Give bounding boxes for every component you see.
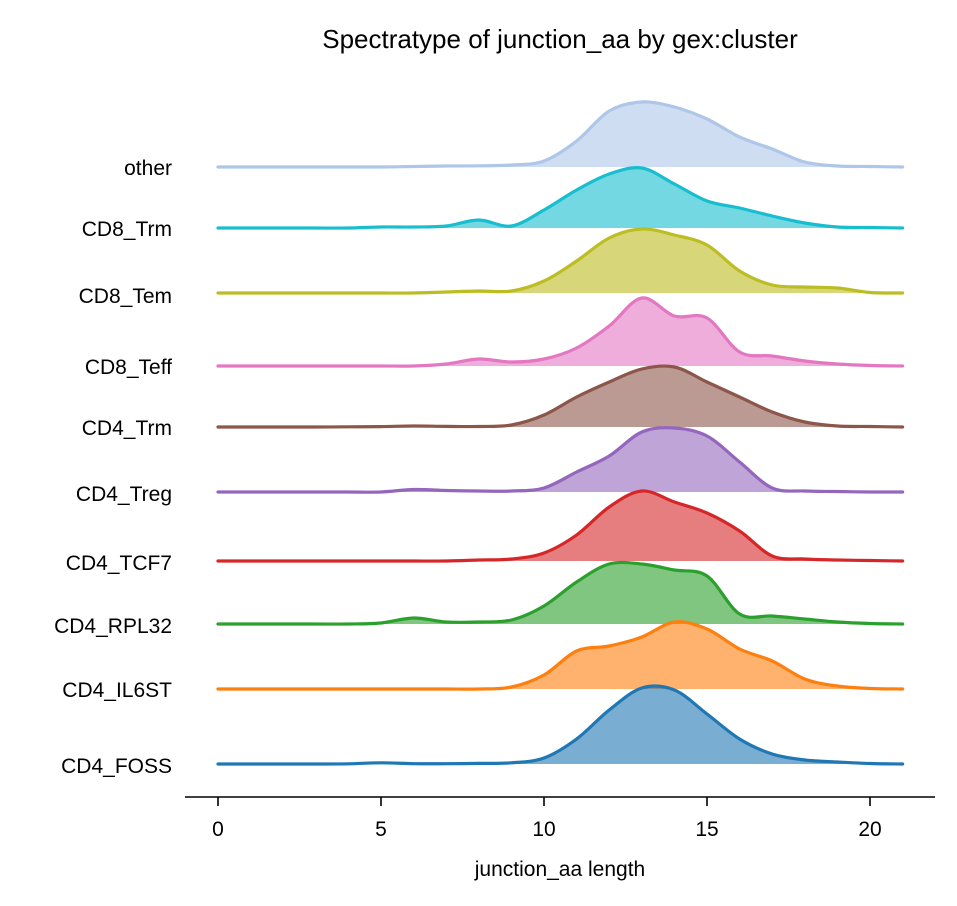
y-category-labels: other CD8_Trm CD8_Tem CD8_Teff CD4_Trm CD4_Tr… [54,157,172,778]
ridge-line-cd4-rpl32 [216,560,905,626]
y-label-cd4-il6st: CD4_IL6ST [62,679,172,702]
ridge-line-cd4-tcf7 [216,489,905,563]
y-label-cd4-rpl32: CD4_RPL32 [54,615,172,638]
ridge-cd8-trm [216,166,905,230]
ridge-cd4-foss [216,684,905,766]
ridge-area-cd4-rpl32 [218,562,903,625]
x-axis-ticks: 0 5 10 15 20 [212,797,882,841]
ridge-line-cd4-treg [216,426,905,494]
y-label-cd4-trm: CD4_Trm [82,417,172,440]
ridges [216,100,905,766]
ridge-line-cd4-il6st [216,620,905,691]
ridge-area-cd4-trm [218,365,903,428]
ridge-line-cd8-trm [216,166,905,230]
ridge-line-cd8-tem [216,227,905,295]
ridge-area-cd4-foss [218,686,903,765]
ridge-area-cd4-treg [218,427,903,493]
ridge-area-cd8-trm [218,167,903,229]
ridge-line-cd8-teff [216,296,905,368]
ridge-cd4-tcf7 [216,489,905,563]
y-label-cd8-tem: CD8_Tem [79,285,172,308]
x-tick-label-10: 10 [532,818,555,841]
x-tick-label-5: 5 [375,818,387,841]
ridge-line-other [216,100,905,169]
chart-title: Spectratype of junction_aa by gex:cluste… [322,24,798,54]
ridge-area-cd4-il6st [218,621,903,690]
ridge-cd8-teff [216,296,905,368]
y-label-cd8-trm: CD8_Trm [82,218,172,241]
ridge-cd4-trm [216,364,905,429]
y-label-cd4-treg: CD4_Treg [76,483,172,506]
y-label-cd4-tcf7: CD4_TCF7 [66,552,172,575]
ridge-area-other [218,101,903,168]
x-axis-label: junction_aa length [474,858,645,881]
y-label-cd4-foss: CD4_FOSS [61,755,172,778]
ridge-area-cd4-tcf7 [218,490,903,562]
ridge-cd4-rpl32 [216,560,905,626]
y-label-cd8-teff: CD8_Teff [85,356,172,379]
ridge-cd8-tem [216,227,905,295]
x-tick-label-15: 15 [695,818,718,841]
ridge-line-cd4-trm [216,364,905,429]
ridge-area-cd8-tem [218,228,903,294]
x-tick-label-20: 20 [858,818,881,841]
ridge-other [216,100,905,169]
ridge-area-cd8-teff [218,297,903,367]
x-tick-label-0: 0 [212,818,224,841]
ridge-line-cd4-foss [216,684,905,766]
ridge-cd4-treg [216,426,905,494]
ridge-cd4-il6st [216,620,905,691]
y-label-other: other [124,157,172,180]
